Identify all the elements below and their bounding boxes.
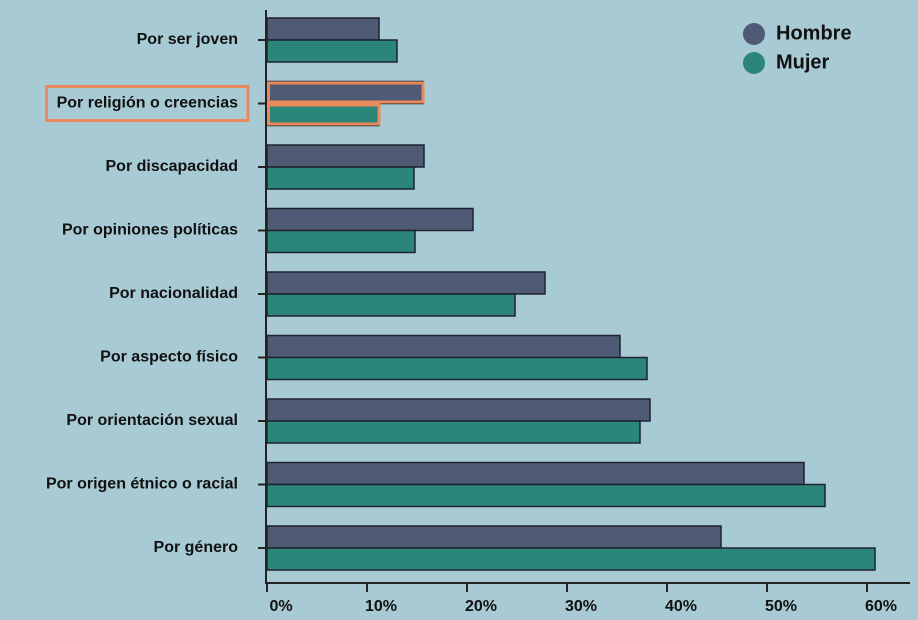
bar-mujer-3 <box>266 229 416 254</box>
x-tick-label: 20% <box>465 598 497 615</box>
bar-mujer-4 <box>266 293 516 317</box>
bar-hombre-8 <box>266 525 722 549</box>
bar-mujer-6 <box>266 420 641 444</box>
bar-hombre-7 <box>266 461 805 486</box>
bar-hombre-6 <box>266 398 651 422</box>
legend: Hombre Mujer <box>743 22 852 74</box>
bar-mujer-0 <box>266 39 398 63</box>
axis-layer <box>258 10 910 584</box>
bar-mujer-2 <box>266 166 415 190</box>
x-axis-ticks: 0% 10% 20% 30% 40% 50% 60% <box>266 584 897 615</box>
bar-hombre-1 <box>266 80 424 105</box>
x-tick-label: 50% <box>765 598 797 615</box>
bar-mujer-1 <box>266 102 380 127</box>
bar-hombre-5 <box>266 334 621 359</box>
category-label: Por discapacidad <box>106 158 239 175</box>
legend-swatch-hombre <box>743 23 765 45</box>
bar-hombre-4 <box>266 271 546 295</box>
highlight-bar-outline <box>267 103 381 126</box>
x-tick-label: 0% <box>269 598 292 615</box>
category-label: Por ser joven <box>137 31 238 48</box>
legend-label-hombre: Hombre <box>776 22 852 44</box>
category-labels: Por ser joven Por religión o creencias Por… <box>46 31 238 556</box>
x-tick-label: 60% <box>865 598 897 615</box>
highlight-layer <box>45 81 425 126</box>
category-label: Por origen étnico o racial <box>46 476 238 493</box>
category-label: Por aspecto físico <box>100 349 238 366</box>
category-label: Por nacionalidad <box>109 285 238 302</box>
x-tick-label: 30% <box>565 598 597 615</box>
category-label: Por orientación sexual <box>66 412 238 429</box>
bar-hombre-0 <box>266 17 380 41</box>
legend-label-mujer: Mujer <box>776 51 830 73</box>
bar-hombre-2 <box>266 144 425 168</box>
bar-mujer-8 <box>266 547 876 571</box>
bar-hombre-3 <box>266 207 474 232</box>
bar-mujer-5 <box>266 356 648 381</box>
category-label: Por género <box>154 539 239 556</box>
highlight-bar-outline <box>267 81 425 104</box>
x-tick-label: 40% <box>665 598 697 615</box>
category-label: Por religión o creencias <box>57 95 239 112</box>
bar-mujer-7 <box>266 483 826 508</box>
legend-swatch-mujer <box>743 52 765 74</box>
category-label: Por opiniones políticas <box>62 222 238 239</box>
highlight-label-box <box>45 85 250 122</box>
x-tick-label: 10% <box>365 598 397 615</box>
